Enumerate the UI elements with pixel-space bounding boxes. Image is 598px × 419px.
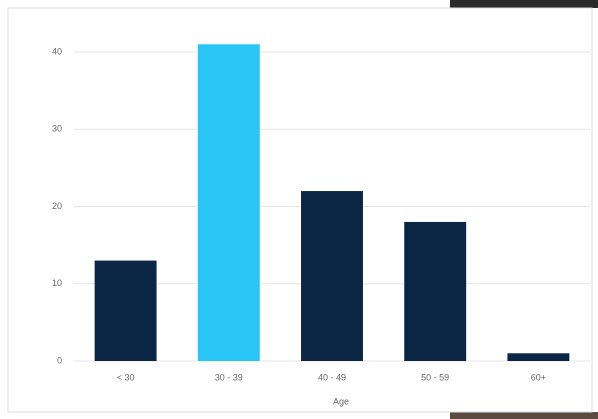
photo-edge-top [450, 0, 598, 8]
bar [301, 191, 363, 361]
x-tick-label: 60+ [531, 372, 546, 382]
photo-edge-bottom [450, 412, 598, 419]
x-tick-label: 40 - 49 [318, 372, 346, 382]
y-tick-label: 30 [52, 124, 62, 134]
bar [404, 221, 467, 361]
y-tick-label: 40 [52, 46, 62, 56]
bar [94, 260, 157, 361]
x-axis-label: Age [333, 396, 349, 406]
bar [197, 44, 260, 362]
x-tick-label: 30 - 39 [215, 372, 243, 382]
y-tick-label: 0 [57, 355, 62, 365]
x-tick-label: 50 - 59 [421, 372, 449, 382]
y-tick-label: 20 [52, 201, 62, 211]
bar [507, 353, 570, 361]
x-tick-label: < 30 [117, 372, 135, 382]
y-tick-label: 10 [52, 278, 62, 288]
